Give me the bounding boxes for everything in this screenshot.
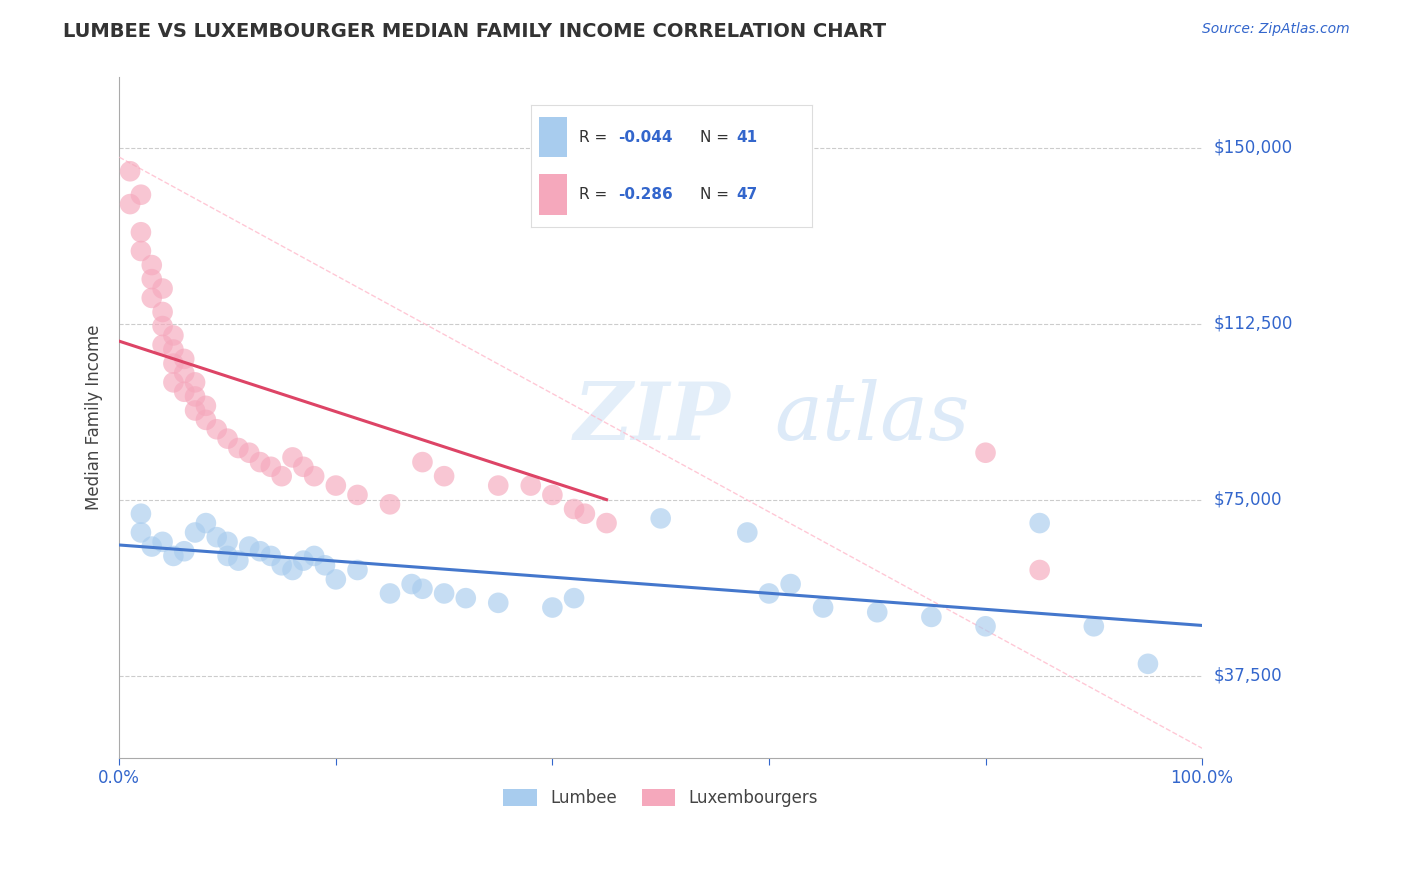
Point (141, 272, 163, 286)
Point (184, 389, 207, 403)
Point (194, 413, 217, 427)
Point (302, 549, 325, 563)
Point (184, 376, 207, 390)
Point (217, 549, 239, 563)
Point (152, 281, 174, 295)
Text: $112,500: $112,500 (1213, 315, 1292, 333)
Point (1136, 657, 1159, 671)
Point (378, 497, 401, 511)
Point (454, 591, 477, 606)
Point (173, 384, 195, 399)
Point (411, 582, 433, 596)
Point (129, 244, 152, 258)
Point (205, 530, 228, 544)
Point (302, 469, 325, 483)
Point (194, 399, 217, 413)
Point (173, 366, 195, 380)
Legend: Lumbee, Luxembourgers: Lumbee, Luxembourgers (496, 782, 825, 814)
Point (260, 549, 283, 563)
Point (758, 586, 780, 600)
Text: $37,500: $37,500 (1213, 666, 1282, 684)
Point (120, 197, 142, 211)
Point (562, 502, 585, 516)
Point (866, 605, 889, 619)
Point (129, 507, 152, 521)
Text: atlas: atlas (775, 379, 970, 457)
Point (270, 469, 292, 483)
Point (486, 478, 509, 492)
Point (228, 553, 250, 567)
Point (217, 534, 239, 549)
Point (129, 525, 152, 540)
Point (541, 600, 564, 615)
Point (541, 488, 564, 502)
Point (184, 525, 207, 540)
Point (974, 446, 997, 460)
Text: LUMBEE VS LUXEMBOURGER MEDIAN FAMILY INCOME CORRELATION CHART: LUMBEE VS LUXEMBOURGER MEDIAN FAMILY INC… (63, 22, 886, 41)
Point (173, 351, 195, 366)
Point (411, 455, 433, 469)
Point (205, 422, 228, 436)
Point (1028, 563, 1050, 577)
Point (650, 511, 672, 525)
Point (737, 525, 759, 540)
Point (281, 563, 304, 577)
Point (270, 558, 292, 573)
Point (141, 291, 163, 305)
Point (920, 610, 942, 624)
Point (238, 540, 260, 554)
Point (184, 403, 207, 417)
Point (162, 357, 184, 371)
Point (141, 540, 163, 554)
Point (325, 573, 347, 587)
Point (1083, 619, 1105, 633)
Point (162, 328, 184, 343)
Point (378, 586, 401, 600)
Point (217, 432, 239, 446)
Point (162, 376, 184, 390)
Point (162, 343, 184, 357)
Point (152, 305, 174, 319)
Point (574, 507, 596, 521)
Point (292, 553, 315, 567)
Point (433, 586, 456, 600)
Point (129, 225, 152, 239)
Point (811, 600, 834, 615)
Point (595, 516, 617, 530)
Point (325, 478, 347, 492)
Point (194, 516, 217, 530)
Point (779, 577, 801, 591)
Point (346, 563, 368, 577)
Point (346, 488, 368, 502)
Point (129, 187, 152, 202)
Point (249, 544, 271, 558)
Point (433, 469, 456, 483)
Point (228, 441, 250, 455)
Point (260, 459, 283, 474)
Point (292, 459, 315, 474)
Point (281, 450, 304, 465)
Y-axis label: Median Family Income: Median Family Income (86, 325, 103, 510)
Point (519, 478, 541, 492)
Text: $150,000: $150,000 (1213, 139, 1292, 157)
Point (162, 549, 184, 563)
Point (152, 338, 174, 352)
Point (249, 455, 271, 469)
Point (152, 534, 174, 549)
Text: $75,000: $75,000 (1213, 491, 1282, 508)
Point (974, 619, 997, 633)
Point (486, 596, 509, 610)
Text: Source: ZipAtlas.com: Source: ZipAtlas.com (1202, 22, 1350, 37)
Point (401, 577, 423, 591)
Point (238, 446, 260, 460)
Point (120, 164, 142, 178)
Point (152, 319, 174, 334)
Text: ZIP: ZIP (574, 379, 731, 457)
Point (562, 591, 585, 606)
Point (1028, 516, 1050, 530)
Point (141, 258, 163, 272)
Point (314, 558, 336, 573)
Point (173, 544, 195, 558)
